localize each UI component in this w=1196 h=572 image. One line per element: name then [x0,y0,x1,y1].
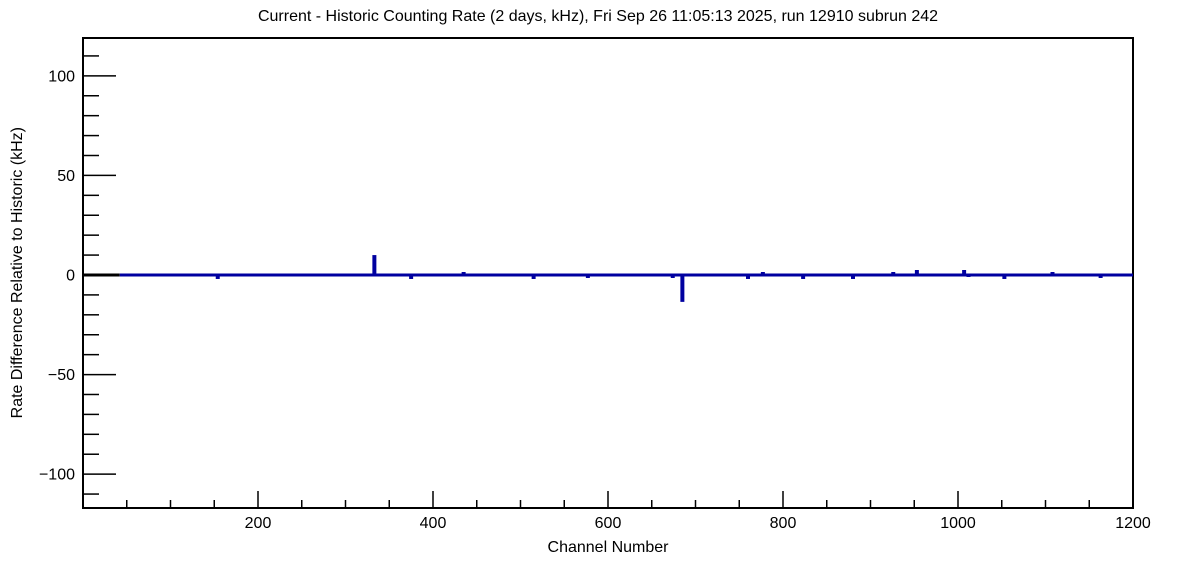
svg-text:50: 50 [57,168,75,185]
svg-text:−100: −100 [39,467,75,484]
svg-text:600: 600 [595,515,622,532]
x-axis-tick-labels: 200 400 600 800 1000 1200 [245,515,1151,532]
plot-frame [82,37,1134,509]
svg-text:1000: 1000 [940,515,976,532]
svg-text:800: 800 [770,515,797,532]
x-axis-title: Channel Number [547,539,669,556]
x-axis-minor-ticks [126,500,1090,508]
chart-title: Current - Historic Counting Rate (2 days… [257,8,939,25]
svg-text:200: 200 [245,515,272,532]
x-axis-major-ticks [257,491,1134,508]
histogram-spikes [215,255,1103,302]
y-axis-minor-ticks [83,55,99,495]
y-axis-tick-labels: −100 −50 0 50 100 [39,68,75,483]
svg-text:0: 0 [66,267,75,284]
svg-text:−50: −50 [48,367,75,384]
svg-text:400: 400 [420,515,447,532]
svg-text:1200: 1200 [1115,515,1151,532]
svg-text:100: 100 [48,68,75,85]
